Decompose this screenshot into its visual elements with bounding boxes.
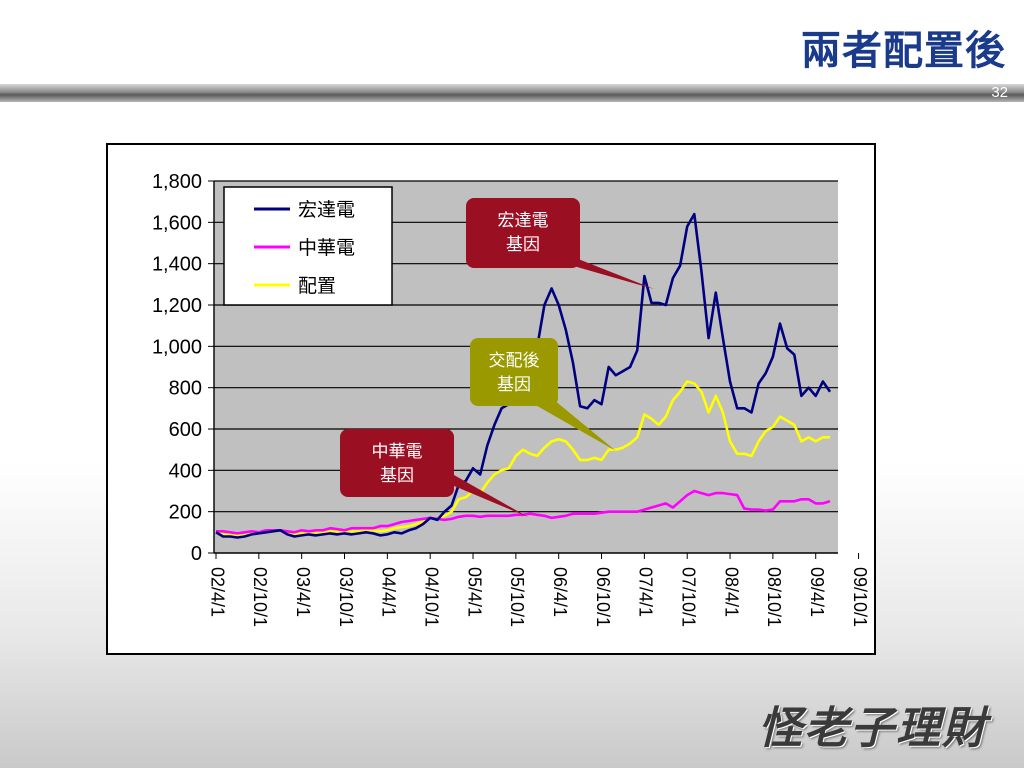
x-tick-label: 05/4/1 (464, 567, 484, 617)
callout-label: 基因 (506, 235, 540, 255)
x-tick-label: 09/10/1 (850, 567, 870, 627)
x-tick-label: 03/4/1 (293, 567, 313, 617)
callout-label: 交配後 (489, 351, 540, 371)
callout-label: 中華電 (372, 442, 423, 462)
x-tick-label: 08/10/1 (764, 567, 784, 627)
y-tick-label: 1,800 (152, 171, 202, 193)
callout-label: 基因 (497, 375, 531, 395)
y-tick-label: 1,600 (152, 212, 202, 234)
legend-box (223, 186, 393, 306)
title-divider-bar (0, 84, 1024, 102)
legend-label: 配置 (298, 275, 336, 297)
y-tick-label: 600 (169, 419, 202, 441)
y-tick-label: 400 (169, 460, 202, 482)
x-tick-label: 05/10/1 (507, 567, 527, 627)
y-tick-label: 1,200 (152, 295, 202, 317)
callout-box (340, 429, 454, 497)
series-line (215, 380, 830, 537)
x-tick-label: 09/4/1 (807, 567, 827, 617)
x-tick-label: 03/10/1 (336, 567, 356, 627)
y-tick-label: 1,400 (152, 254, 202, 276)
callout-box (470, 338, 558, 406)
legend-label: 中華電 (298, 237, 355, 259)
x-tick-label: 06/10/1 (593, 567, 613, 627)
line-chart: 0 200 400 600 800 1,000 1,200 1,400 1,600 1,800 02… (152, 171, 870, 627)
legend-label: 宏達電 (298, 199, 355, 221)
callout-label: 基因 (380, 466, 414, 486)
y-tick-label: 1,000 (152, 336, 202, 358)
x-tick-label: 07/10/1 (678, 567, 698, 627)
chart-frame: 0 200 400 600 800 1,000 1,200 1,400 1,600 1,800 02… (106, 143, 876, 655)
x-tick-label: 04/10/1 (421, 567, 441, 627)
y-tick-label: 800 (169, 378, 202, 400)
slide-title: 兩者配置後 (801, 28, 1006, 74)
y-tick-label: 0 (191, 543, 202, 565)
x-tick-label: 07/4/1 (636, 567, 656, 617)
x-tick-label: 06/4/1 (550, 567, 570, 617)
callout-pointer (518, 395, 616, 451)
page-number: 32 (991, 84, 1008, 101)
x-tick-label: 02/4/1 (207, 567, 227, 617)
x-tick-label: 02/10/1 (250, 567, 270, 627)
callout-label: 宏達電 (498, 211, 549, 231)
y-tick-label: 200 (169, 502, 202, 524)
brand-logo: 怪老子理財 (758, 703, 988, 754)
callout-box (466, 198, 580, 268)
x-tick-label: 08/4/1 (721, 567, 741, 617)
x-tick-label: 04/4/1 (379, 567, 399, 617)
